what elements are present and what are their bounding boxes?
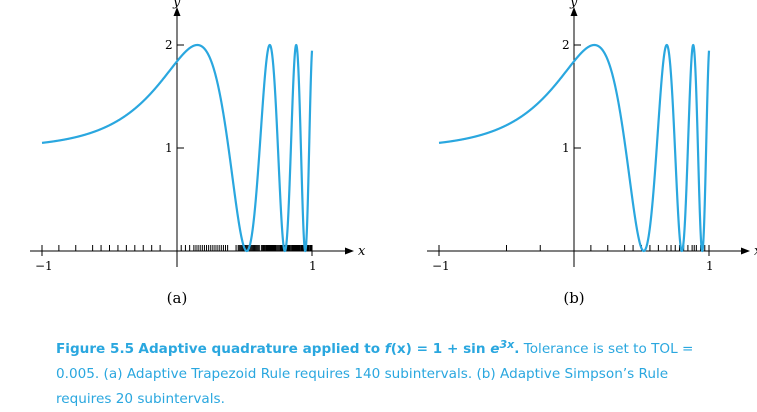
- panel-a-x-axis-name: x: [358, 244, 366, 259]
- panel-a-y-tick-label: 2: [165, 38, 173, 52]
- panel-b-x-tick-label: 1: [706, 259, 714, 273]
- panel-b-x-axis-name: x: [754, 244, 757, 259]
- panel-b-x-tick-label: −1: [432, 259, 450, 273]
- panel-b-y-axis-arrow: [570, 7, 578, 16]
- caption-body: Tolerance is set to TOL = 0.005. (a) Ada…: [56, 341, 694, 407]
- plots-svg: x y −1 1 1 2 (a) x y −1 1 1 2 (b): [30, 0, 757, 307]
- panel-b-label: (b): [563, 289, 584, 307]
- panel-b-y-axis-name: y: [569, 0, 578, 10]
- panel-a-label: (a): [167, 289, 188, 307]
- panel-a-x-axis-arrow: [345, 247, 354, 255]
- panel-a-x-tick-label: −1: [35, 259, 53, 273]
- caption-period: .: [514, 341, 520, 357]
- figure-label: Figure 5.5: [56, 341, 135, 357]
- panel-a-y-tick-label: 1: [165, 141, 173, 155]
- panel-b-y-tick-label: 1: [562, 141, 570, 155]
- caption-paren-x: (x): [390, 341, 412, 357]
- caption-e: e: [490, 341, 500, 357]
- figure-caption: Figure 5.5 Adaptive quadrature applied t…: [56, 332, 696, 412]
- caption-exponent: 3x: [499, 338, 515, 351]
- panel-a-curve: [41, 43, 314, 253]
- panel-b-curve: [438, 43, 711, 253]
- caption-eq-start: = 1 + sin: [411, 341, 491, 357]
- caption-fx: f: [384, 341, 391, 357]
- panel-a-x-tick-label: 1: [309, 259, 317, 273]
- panel-b-x-axis-arrow: [741, 247, 750, 255]
- caption-title-start: Adaptive quadrature applied to: [138, 341, 385, 357]
- panel-a-y-axis-name: y: [172, 0, 181, 10]
- panel-a-y-axis-arrow: [173, 7, 181, 16]
- panel-b-y-tick-label: 2: [562, 38, 570, 52]
